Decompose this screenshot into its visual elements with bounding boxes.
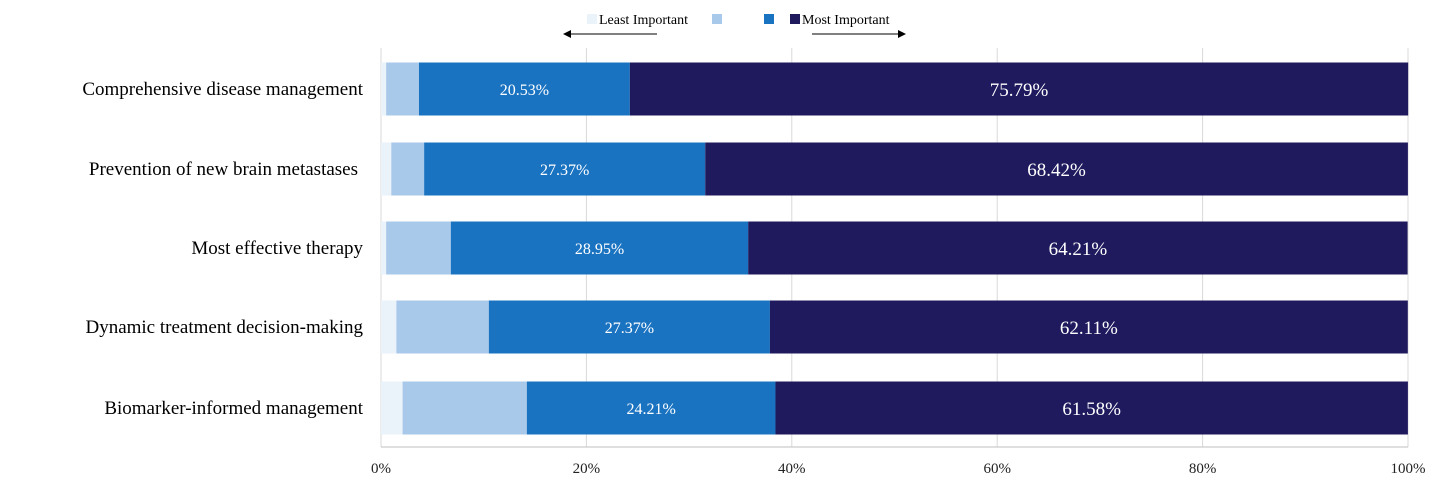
bar-segment-4-3: [775, 381, 1408, 435]
arrow-left-head-icon: [563, 30, 571, 38]
legend-label-most-important: Most Important: [802, 13, 890, 28]
bar-segment-3-1: [396, 300, 489, 354]
bar-segment-4-0: [381, 381, 403, 435]
bar-segment-1-0: [381, 142, 392, 196]
bar-segment-0-0: [381, 62, 387, 116]
bar-segment-1-2: [424, 142, 706, 196]
data-label-2-2: 28.95%: [575, 241, 624, 258]
bar-segment-0-2: [418, 62, 630, 116]
category-label-4: Biomarker-informed management: [104, 398, 363, 419]
bar-segment-2-1: [386, 221, 451, 275]
bar-segment-1-3: [705, 142, 1408, 196]
x-tick-label-5: 100%: [1391, 461, 1426, 477]
data-label-2-3: 64.21%: [1049, 239, 1108, 260]
bar-segment-3-0: [381, 300, 397, 354]
legend-swatch-least: [587, 14, 597, 24]
category-labels: Comprehensive disease management Preventi…: [82, 79, 363, 419]
legend-label-least-important: Least Important: [599, 13, 688, 28]
legend-swatch-most: [790, 14, 800, 24]
legend-swatch-2: [712, 14, 722, 24]
data-label-0-2: 20.53%: [500, 82, 549, 99]
legend: Least Important Most Important: [563, 13, 906, 38]
bar-segment-4-1: [402, 381, 527, 435]
bar-segment-4-2: [526, 381, 776, 435]
x-axis: 0% 20% 40% 60% 80% 100%: [371, 446, 1426, 477]
bars: 20.53% 75.79% 27.37% 68.42% 28.95% 64.21% 27.3…: [381, 62, 1409, 435]
data-label-4-3: 61.58%: [1062, 399, 1121, 420]
bar-segment-0-1: [386, 62, 419, 116]
bar-segment-1-1: [391, 142, 425, 196]
data-label-3-3: 62.11%: [1060, 318, 1118, 339]
bar-segment-0-3: [629, 62, 1409, 116]
data-label-4-2: 24.21%: [626, 401, 675, 418]
data-label-0-3: 75.79%: [990, 80, 1049, 101]
category-label-0: Comprehensive disease management: [82, 79, 363, 100]
x-tick-label-4: 80%: [1189, 461, 1217, 477]
category-label-1: Prevention of new brain metastases: [89, 159, 358, 180]
x-tick-label-0: 0%: [371, 461, 391, 477]
bar-segment-2-3: [748, 221, 1408, 275]
category-label-3: Dynamic treatment decision-making: [85, 317, 363, 338]
x-tick-label-2: 40%: [778, 461, 806, 477]
bar-segment-2-0: [381, 221, 387, 275]
x-tick-label-1: 20%: [573, 461, 601, 477]
x-tick-label-3: 60%: [983, 461, 1011, 477]
bar-segment-2-2: [450, 221, 749, 275]
legend-swatch-3: [764, 14, 774, 24]
bar-segment-3-3: [769, 300, 1408, 354]
data-label-1-3: 68.42%: [1027, 160, 1086, 181]
arrow-right-head-icon: [898, 30, 906, 38]
category-label-2: Most effective therapy: [191, 238, 363, 259]
bar-segment-3-2: [488, 300, 770, 354]
data-label-3-2: 27.37%: [605, 320, 654, 337]
data-label-1-2: 27.37%: [540, 162, 589, 179]
